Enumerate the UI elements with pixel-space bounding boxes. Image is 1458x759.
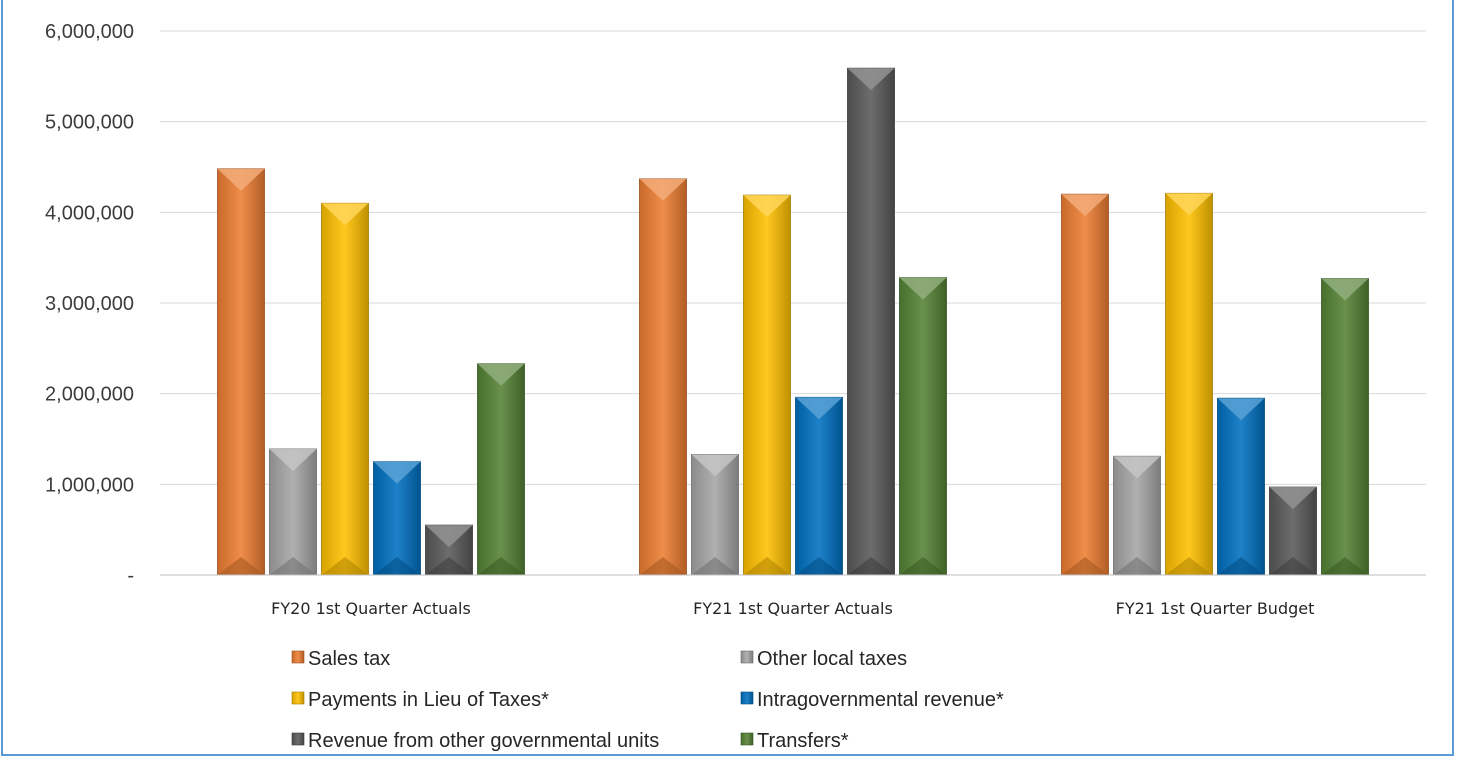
y-tick-label: 1,000,000 <box>45 474 134 496</box>
bar-revenue-from-other-governmental-units-1 <box>425 524 473 576</box>
y-tick-label: 6,000,000 <box>45 21 134 43</box>
bar-revenue-from-other-governmental-units-2 <box>847 67 895 576</box>
legend-swatch <box>740 650 754 664</box>
y-tick-label: 2,000,000 <box>45 384 134 406</box>
bars <box>217 67 1369 576</box>
bar-other-local-taxes-2 <box>691 454 739 576</box>
legend-swatch <box>740 732 754 746</box>
bar-transfers-1 <box>477 363 525 576</box>
bar-other-local-taxes-3 <box>1113 455 1161 576</box>
legend-swatch <box>291 691 305 705</box>
legend-item-intragovernmental-revenue: Intragovernmental revenue* <box>740 689 1004 711</box>
legend-swatch <box>291 650 305 664</box>
legend-item-transfers: Transfers* <box>740 730 849 752</box>
legend: Sales tax Other local taxes Payments in Li… <box>291 648 1004 752</box>
bar-payments-in-lieu-of-taxes-2 <box>743 194 791 576</box>
x-tick-label: FY21 1st Quarter Budget <box>1116 599 1315 618</box>
legend-label: Revenue from other governmental units <box>308 730 659 752</box>
bar-payments-in-lieu-of-taxes-3 <box>1165 192 1213 576</box>
bar-intragovernmental-revenue-3 <box>1217 397 1265 576</box>
legend-label: Sales tax <box>308 648 390 670</box>
bar-intragovernmental-revenue-1 <box>373 461 421 576</box>
bar-sales-tax-3 <box>1061 193 1109 576</box>
bar-transfers-3 <box>1321 278 1369 576</box>
legend-label: Intragovernmental revenue* <box>757 689 1004 711</box>
y-tick-label: 4,000,000 <box>45 202 134 224</box>
bar-intragovernmental-revenue-2 <box>795 396 843 576</box>
legend-label: Payments in Lieu of Taxes* <box>308 689 549 711</box>
bar-sales-tax-2 <box>639 178 687 576</box>
legend-item-revenue-from-other-governmental-units: Revenue from other governmental units <box>291 730 659 752</box>
y-tick-label: 5,000,000 <box>45 112 134 134</box>
y-tick-label: - <box>127 565 134 587</box>
bar-revenue-from-other-governmental-units-3 <box>1269 486 1317 576</box>
x-tick-label: FY20 1st Quarter Actuals <box>271 599 471 618</box>
x-axis: FY20 1st Quarter Actuals FY21 1st Quarter… <box>160 574 1426 618</box>
legend-label: Other local taxes <box>757 648 907 670</box>
legend-item-other-local-taxes: Other local taxes <box>740 648 907 670</box>
legend-swatch <box>740 691 754 705</box>
bar-sales-tax-1 <box>217 168 265 576</box>
legend-item-sales-tax: Sales tax <box>291 648 390 670</box>
legend-item-payments-in-lieu-of-taxes: Payments in Lieu of Taxes* <box>291 689 549 711</box>
y-tick-label: 3,000,000 <box>45 293 134 315</box>
legend-swatch <box>291 732 305 746</box>
y-axis: - 1,000,000 2,000,000 3,000,000 4,000,000 5,0… <box>45 21 134 587</box>
bar-other-local-taxes-1 <box>269 448 317 576</box>
bar-transfers-2 <box>899 277 947 576</box>
x-tick-label: FY21 1st Quarter Actuals <box>693 599 893 618</box>
bar-payments-in-lieu-of-taxes-1 <box>321 202 369 576</box>
legend-label: Transfers* <box>757 730 849 752</box>
